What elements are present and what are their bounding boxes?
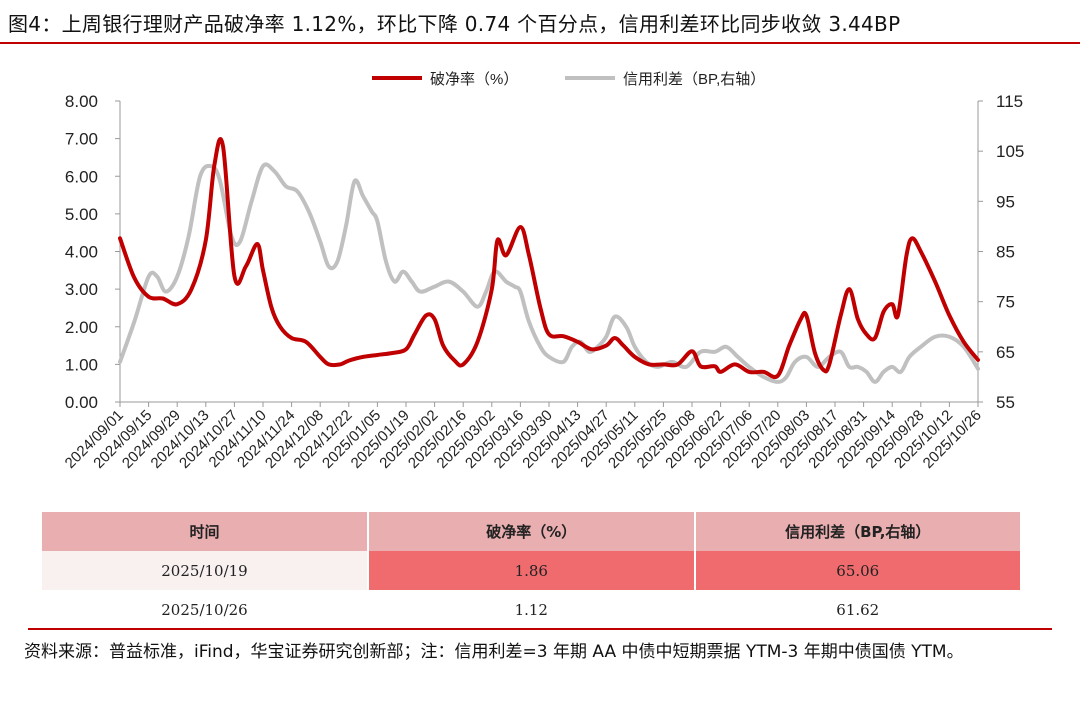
right-tick-label: 65 (996, 343, 1015, 362)
legend-pb-ratio-label: 破净率（%） (430, 71, 518, 88)
left-tick-label: 7.00 (65, 130, 98, 149)
table-cell-pb-ratio: 1.12 (367, 590, 695, 630)
right-tick-label: 95 (996, 192, 1015, 211)
line-chart: 0.00 1.00 2.00 3.00 4.00 5.00 6.00 7.00 8.00 55 65… (62, 71, 1025, 472)
left-tick-label: 2.00 (65, 318, 98, 337)
table-header-credit-spread: 信用利差（BP,右轴） (693, 512, 1020, 551)
table-header-time: 时间 (39, 512, 369, 551)
source-divider (28, 628, 1052, 630)
right-tick-label: 55 (996, 393, 1015, 412)
table-cell-credit-spread: 65.06 (693, 551, 1020, 590)
right-tick-label: 105 (996, 142, 1024, 161)
title-underline (0, 42, 1080, 44)
credit-spread-series-line (118, 162, 980, 384)
table-cell-date: 2025/10/19 (39, 551, 369, 590)
figure-title: 图4：上周银行理财产品破净率 1.12%，环比下降 0.74 个百分点，信用利差… (8, 12, 901, 36)
table-cell-date: 2025/10/26 (39, 590, 369, 630)
left-tick-label: 6.00 (65, 167, 98, 186)
left-tick-label: 8.00 (65, 92, 98, 111)
table-cell-pb-ratio: 1.86 (367, 551, 695, 590)
left-tick-label: 1.00 (65, 355, 98, 374)
table-row: 2025/10/19 1.86 65.06 (39, 551, 1020, 590)
left-tick-label: 0.00 (65, 393, 98, 412)
left-tick-label: 5.00 (65, 205, 98, 224)
right-tick-label: 115 (996, 92, 1023, 111)
right-tick-label: 75 (996, 293, 1015, 312)
left-tick-label: 4.00 (65, 243, 98, 262)
table-header-row: 时间 破净率（%） 信用利差（BP,右轴） (39, 512, 1020, 551)
left-tick-label: 3.00 (65, 280, 98, 299)
table-header-pb-ratio: 破净率（%） (367, 512, 695, 551)
data-table: 时间 破净率（%） 信用利差（BP,右轴） 2025/10/19 1.86 65… (39, 512, 1020, 630)
pb-ratio-series-line (118, 137, 980, 380)
table-cell-credit-spread: 61.62 (693, 590, 1020, 630)
table-row: 2025/10/26 1.12 61.62 (39, 590, 1020, 630)
right-tick-label: 85 (996, 243, 1015, 262)
legend-credit-spread-label: 信用利差（BP,右轴） (623, 71, 765, 88)
source-note: 资料来源：普益标准，iFind，华宝证券研究创新部；注：信用利差=3 年期 AA… (24, 642, 964, 662)
